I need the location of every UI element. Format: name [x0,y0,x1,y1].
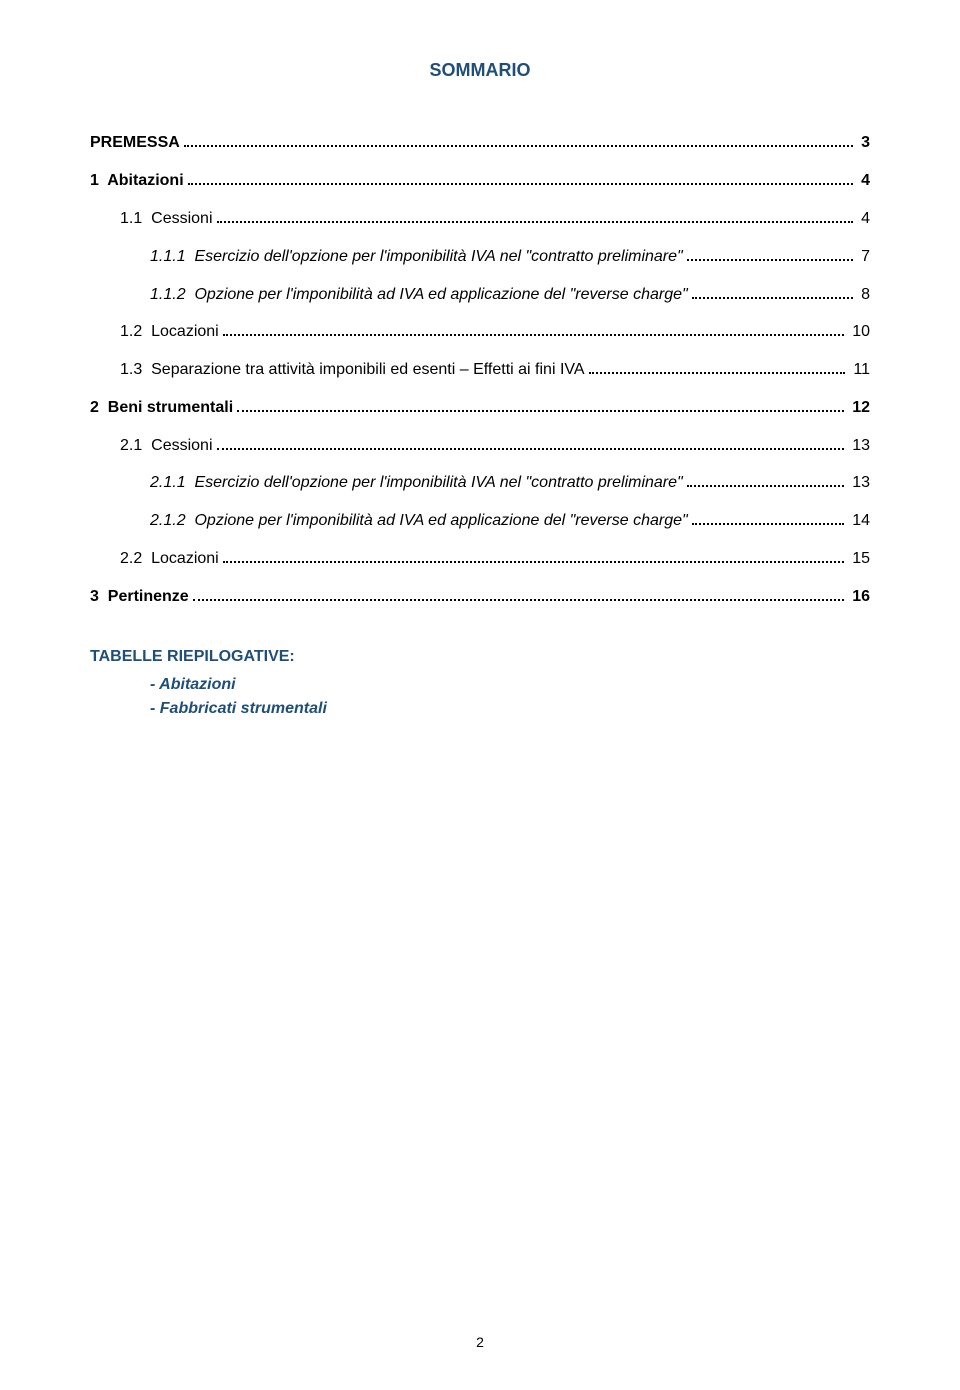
appendix-item: - Fabbricati strumentali [90,700,870,718]
toc-entry-label: 1.1 Cessioni [120,208,213,230]
toc-entry-label: 1 Abitazioni [90,170,184,192]
appendix-item: - Abitazioni [90,676,870,694]
toc-leader-dots [217,433,845,449]
toc-entry-label: PREMESSA [90,132,180,154]
document-title: SOMMARIO [90,60,870,81]
toc-entry: 2 Beni strumentali 12 [90,395,870,419]
toc-entry: 1.1.1 Esercizio dell'opzione per l'impon… [90,244,870,268]
toc-entry: 3 Pertinenze 16 [90,584,870,608]
appendix-title: TABELLE RIEPILOGATIVE: [90,648,870,666]
toc-entry-label: 1.1.2 Opzione per l'imponibilità ad IVA … [150,284,688,306]
toc-entry-page: 10 [848,321,870,343]
toc-leader-dots [184,131,853,147]
toc-entry-page: 3 [857,132,870,154]
toc-entry: 1.1 Cessioni 4 [90,207,870,231]
toc-entry-label: 2.1.2 Opzione per l'imponibilità ad IVA … [150,510,688,532]
toc-leader-dots [223,547,844,563]
toc-entry: 2.1 Cessioni 13 [90,433,870,457]
toc-leader-dots [692,509,845,525]
toc-entry: 1.3 Separazione tra attività imponibili … [90,358,870,382]
toc-entry-page: 4 [857,208,870,230]
toc-leader-dots [237,395,844,411]
toc-entry-label: 1.1.1 Esercizio dell'opzione per l'impon… [150,246,683,268]
toc-leader-dots [589,358,846,374]
appendix-items: - Abitazioni - Fabbricati strumentali [90,676,870,718]
toc-entry-page: 13 [848,472,870,494]
toc-entry-page: 4 [857,170,870,192]
toc-entry-label: 2.1 Cessioni [120,435,213,457]
toc-entry-page: 11 [849,359,870,381]
toc-entry-label: 2.2 Locazioni [120,548,219,570]
toc-leader-dots [687,244,853,260]
toc-container: PREMESSA 3 1 Abitazioni 4 1.1 Cessioni 4 1.1.1… [90,131,870,608]
toc-entry: 1.1.2 Opzione per l'imponibilità ad IVA … [90,282,870,306]
toc-leader-dots [687,471,845,487]
footer-page-number: 2 [0,1334,960,1350]
toc-leader-dots [692,282,853,298]
toc-entry-page: 13 [848,435,870,457]
toc-leader-dots [223,320,844,336]
toc-entry-label: 2 Beni strumentali [90,397,233,419]
toc-entry-page: 8 [857,284,870,306]
appendix-section: TABELLE RIEPILOGATIVE: - Abitazioni - Fab… [90,648,870,718]
toc-entry-label: 2.1.1 Esercizio dell'opzione per l'impon… [150,472,683,494]
toc-entry-page: 7 [857,246,870,268]
toc-entry-label: 3 Pertinenze [90,586,189,608]
toc-entry: 1.2 Locazioni 10 [90,320,870,344]
toc-entry-page: 12 [848,397,870,419]
toc-leader-dots [193,584,845,600]
toc-entry-page: 15 [848,548,870,570]
toc-entry: 2.1.2 Opzione per l'imponibilità ad IVA … [90,509,870,533]
toc-leader-dots [217,207,854,223]
toc-entry-page: 14 [848,510,870,532]
toc-entry: 1 Abitazioni 4 [90,169,870,193]
page: SOMMARIO PREMESSA31 Abitazioni41.1 Cessi… [0,0,960,1390]
toc-entry-label: 1.3 Separazione tra attività imponibili … [120,359,585,381]
toc-entry-page: 16 [848,586,870,608]
toc-leader-dots [188,169,853,185]
toc-entry: 2.2 Locazioni 15 [90,547,870,571]
toc-entry: 2.1.1 Esercizio dell'opzione per l'impon… [90,471,870,495]
toc-entry-label: 1.2 Locazioni [120,321,219,343]
toc-entry: PREMESSA 3 [90,131,870,155]
